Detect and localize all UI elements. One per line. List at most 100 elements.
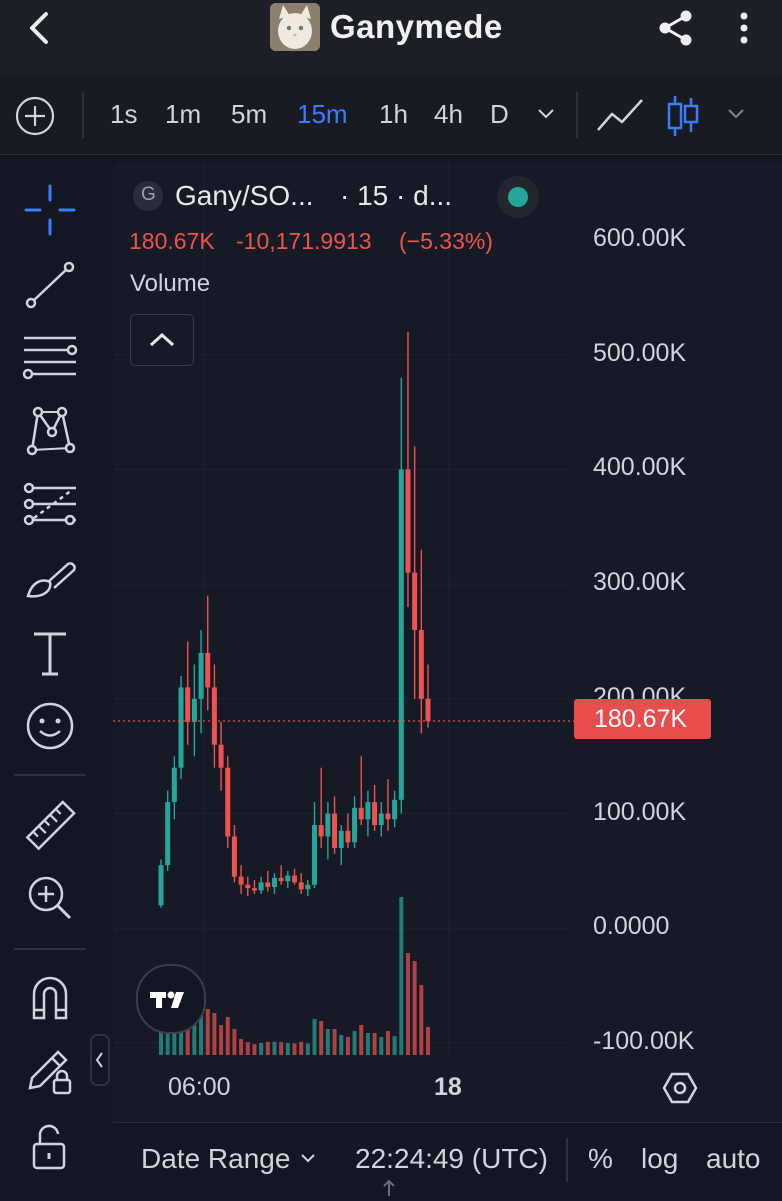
candle-body xyxy=(278,877,284,882)
time-axis-label: 18 xyxy=(434,1073,462,1101)
volume-bar xyxy=(405,953,410,1055)
candle-body xyxy=(352,807,358,843)
auto-toggle[interactable]: auto xyxy=(706,1143,761,1174)
candle-body xyxy=(372,802,378,826)
chevron-down-icon[interactable] xyxy=(298,1152,318,1166)
chart-type-dropdown-icon[interactable] xyxy=(726,106,746,122)
candle-body xyxy=(418,630,424,699)
prediction-icon[interactable] xyxy=(22,478,78,534)
volume-bar xyxy=(312,1019,317,1055)
plus-circle-icon[interactable] xyxy=(14,95,56,137)
timeframe-5m[interactable]: 5m xyxy=(231,99,268,129)
share-icon[interactable] xyxy=(656,8,696,48)
tradingview-logo[interactable] xyxy=(136,964,206,1034)
candle-body xyxy=(205,652,211,688)
log-toggle[interactable]: log xyxy=(641,1143,679,1174)
chevron-down-icon[interactable] xyxy=(536,106,556,122)
chevron-left-icon[interactable] xyxy=(22,10,58,46)
magnet-icon[interactable] xyxy=(22,970,78,1026)
volume-bar xyxy=(292,1043,297,1055)
line-chart-icon[interactable] xyxy=(596,96,644,136)
price-axis-label: 500.00K xyxy=(593,338,687,367)
pencil-lock-icon[interactable] xyxy=(22,1044,78,1100)
volume-bar xyxy=(232,1029,237,1055)
candle-body xyxy=(285,875,291,882)
utc-clock[interactable]: 22:24:49 (UTC) xyxy=(355,1143,548,1174)
volume-bar xyxy=(259,1043,264,1055)
volume-bar xyxy=(345,1037,350,1055)
volume-bar xyxy=(305,1043,310,1055)
date-range-button[interactable]: Date Range xyxy=(141,1143,291,1174)
last-price-tag xyxy=(574,699,711,739)
chart-panel[interactable] xyxy=(113,162,782,1122)
symbol-interval: · 15 · d... xyxy=(340,180,453,211)
candle-body xyxy=(385,813,391,820)
price-change: -10,171.9913 xyxy=(236,228,372,254)
chart-toolbar xyxy=(0,76,782,155)
pattern-icon[interactable] xyxy=(22,402,78,458)
candle-body xyxy=(298,882,304,890)
volume-label: Volume xyxy=(130,270,211,297)
unlock-icon[interactable] xyxy=(22,1120,78,1176)
candle-body xyxy=(185,687,191,722)
more-vertical-icon[interactable] xyxy=(732,8,756,48)
zoom-in-icon[interactable] xyxy=(22,870,78,926)
candle-body xyxy=(265,882,271,887)
price-axis-label: 100.00K xyxy=(593,797,687,826)
collapse-indicators-button[interactable] xyxy=(130,314,194,366)
candle-body xyxy=(338,830,344,848)
timeframe-d[interactable]: D xyxy=(490,99,509,129)
volume-bar xyxy=(372,1033,377,1055)
timeframe-15m[interactable]: 15m xyxy=(297,99,348,129)
last-price: 180.67K xyxy=(129,228,215,254)
ruler-icon[interactable] xyxy=(22,798,78,854)
volume-bar xyxy=(192,1017,197,1055)
timeframe-1m[interactable]: 1m xyxy=(165,99,202,129)
symbol-name[interactable]: Gany/SO... xyxy=(175,180,314,211)
drawing-tools-panel xyxy=(14,162,104,1200)
volume-bar xyxy=(339,1035,344,1055)
candlestick-icon[interactable] xyxy=(666,94,700,138)
volume-bar xyxy=(252,1044,257,1055)
timeframe-1s[interactable]: 1s xyxy=(110,99,138,129)
price-axis-label: 400.00K xyxy=(593,453,687,482)
trend-line-icon[interactable] xyxy=(22,258,78,314)
volume-bar xyxy=(205,1009,210,1055)
volume-bar xyxy=(265,1041,270,1055)
candle-body xyxy=(318,825,324,837)
price-chart[interactable] xyxy=(113,162,782,1122)
volume-bar xyxy=(219,1025,224,1055)
candle-body xyxy=(198,652,204,699)
timeframe-4h[interactable]: 4h xyxy=(434,99,463,129)
timeframe-1h[interactable]: 1h xyxy=(379,99,408,129)
percent-toggle[interactable]: % xyxy=(588,1143,613,1174)
candle-body xyxy=(245,884,251,889)
brush-icon[interactable] xyxy=(22,552,78,608)
price-axis-label: 600.00K xyxy=(593,224,687,252)
candle-body xyxy=(178,687,184,768)
crosshair-icon[interactable] xyxy=(22,182,78,238)
toolbar-divider xyxy=(82,92,84,138)
market-status-indicator xyxy=(497,176,539,218)
symbol-badge-letter: G xyxy=(141,184,156,205)
time-axis-label: 06:00 xyxy=(168,1073,231,1101)
volume-bar xyxy=(165,1021,170,1055)
symbol-badge xyxy=(133,181,163,211)
candle-body xyxy=(358,807,364,820)
tools-divider xyxy=(14,774,86,776)
candle-body xyxy=(171,767,177,803)
candle-body xyxy=(165,802,171,866)
volume-bar xyxy=(239,1039,244,1055)
emoji-icon[interactable] xyxy=(22,698,78,754)
collapse-panel-handle[interactable] xyxy=(90,1034,110,1086)
candles xyxy=(158,331,431,908)
volume-bar xyxy=(412,961,417,1055)
text-icon[interactable] xyxy=(22,626,78,682)
page-title: Ganymede xyxy=(330,8,503,45)
avatar xyxy=(270,3,320,51)
hexagon-settings-icon[interactable] xyxy=(662,1070,698,1106)
fib-lines-icon[interactable] xyxy=(22,330,78,386)
candle-body xyxy=(305,884,311,890)
candle-body xyxy=(325,813,331,837)
candle-body xyxy=(225,767,231,837)
